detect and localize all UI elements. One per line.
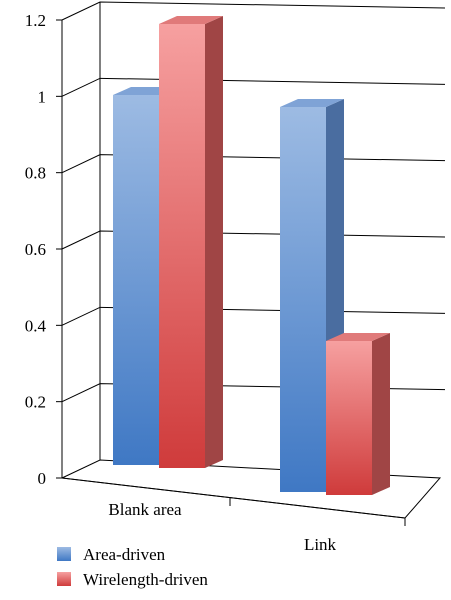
legend-label: Wirelength-driven [83,570,208,589]
category-label: Link [304,535,337,554]
x-axis-line [61,477,406,519]
y-tick-label: 1.2 [25,11,46,30]
bar-front [113,95,159,465]
y-tick-label: 0.4 [25,316,47,335]
y-tick-label: 0.8 [25,164,46,183]
bar-wirelength-driven-link [326,333,390,495]
category-label: Blank area [108,500,182,519]
axes [56,2,442,526]
bar-top [159,16,223,24]
bar-top [326,333,390,341]
bar-top [280,99,344,107]
bar-wirelength-driven-blank-area [159,16,223,468]
y-tick-label: 0 [38,469,47,488]
legend-swatch [57,572,71,586]
y-tick-label: 0.2 [25,393,46,412]
legend-swatch [57,547,71,561]
bar-front [159,24,205,468]
y-tick-label: 0.6 [25,240,46,259]
gridline [61,1,446,21]
labels: 0 0.2 0.4 0.6 0.8 1 1.2 Blank area Link [25,11,337,554]
bar-front [326,341,372,495]
bar-front [280,107,326,492]
bar-side [372,333,390,495]
bars [113,16,390,495]
y-tick-label: 1 [38,87,47,106]
legend-label: Area-driven [83,545,166,564]
bar-side [205,16,223,468]
legend: Area-driven Wirelength-driven [57,545,208,589]
